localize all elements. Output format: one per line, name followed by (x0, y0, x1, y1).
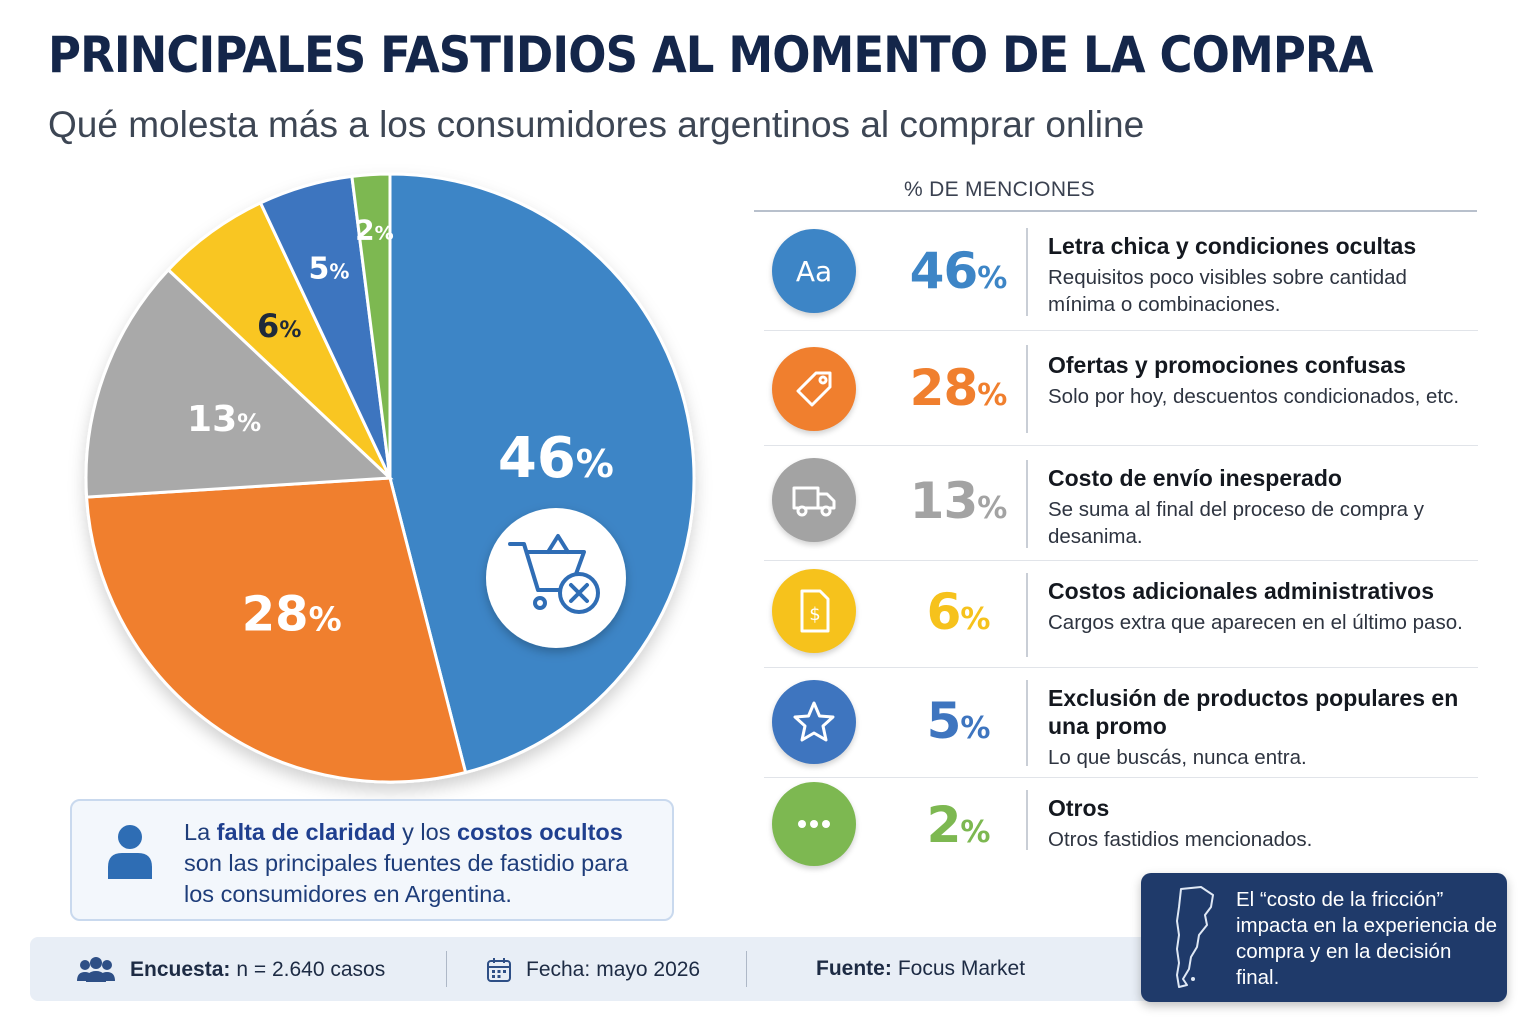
percent-value: 2% (926, 796, 991, 854)
more-dots-icon (772, 782, 856, 866)
pie-slice (350, 172, 392, 479)
insight-box: La falta de claridad y los costos oculto… (70, 799, 674, 921)
insight-text: La falta de claridad y los costos oculto… (184, 819, 629, 907)
footer-bar: Encuesta: n = 2.640 casos Fecha: mayo 2026… (30, 937, 1206, 1001)
list-item: 2% Otros Otros fastidios mencionados. (764, 778, 1478, 870)
percent-value: 28% (909, 359, 1008, 417)
friction-note: El “costo de la fricción” impacta en la … (1141, 873, 1507, 1002)
calendar-icon (487, 958, 511, 982)
item-description: Requisitos poco visibles sobre cantidad … (1048, 266, 1407, 316)
pie-slice-label: 46% (498, 426, 614, 491)
item-description: Solo por hoy, descuentos condicionados, … (1048, 385, 1460, 408)
header-divider (754, 210, 1477, 212)
list-item: Aa 46% Letra chica y condiciones ocultas… (764, 218, 1478, 331)
pie-slice (85, 476, 468, 784)
item-title: Otros (1048, 795, 1110, 821)
list-item: $ 6% Costos adicionales administrativos … (764, 561, 1478, 668)
list-item: 28% Ofertas y promociones confusas Solo … (764, 331, 1478, 446)
footer-date: Fecha: mayo 2026 (486, 957, 700, 983)
item-description: Se suma al final del proceso de compra y… (1048, 498, 1425, 548)
price-tag-icon (772, 347, 856, 431)
note-text: El “costo de la fricción” impacta en la … (1236, 888, 1497, 989)
text-aa-icon: Aa (772, 229, 856, 313)
footer-survey: Encuesta: n = 2.640 casos (76, 957, 385, 983)
pie-chart-svg: 46% 28% 13% 6%5%2% (84, 172, 696, 784)
footer-source: Fuente: Focus Market (816, 957, 1026, 980)
pie-slice-label: 28% (242, 587, 342, 643)
cart-remove-icon (486, 508, 626, 648)
pie-slice-label: 13% (187, 399, 261, 440)
delivery-truck-icon (772, 458, 856, 542)
percent-value: 46% (909, 242, 1008, 300)
pie-chart: 46% 28% 13% 6% 5% 2% (70, 160, 720, 810)
item-title: Exclusión de productos populares en una … (1048, 685, 1459, 739)
pie-slice-label: 6% (257, 307, 301, 345)
pie-slice-label: 5% (308, 252, 349, 287)
svg-text:Aa: Aa (796, 255, 832, 288)
item-description: Otros fastidios mencionados. (1048, 828, 1313, 851)
page-title: PRINCIPALES FASTIDIOS AL MOMENTO DE LA C… (48, 26, 1374, 84)
people-group-icon (77, 957, 115, 982)
percent-value: 6% (926, 583, 991, 641)
invoice-dollar-icon: $ (772, 569, 856, 653)
percent-value: 13% (909, 472, 1008, 530)
column-header: % DE MENCIONES (904, 178, 1095, 201)
item-title: Ofertas y promociones confusas (1048, 352, 1406, 378)
item-title: Costo de envío inesperado (1048, 465, 1342, 491)
item-description: Cargos extra que aparecen en el último p… (1048, 611, 1463, 634)
item-title: Letra chica y condiciones ocultas (1048, 233, 1417, 259)
svg-text:$: $ (809, 604, 820, 625)
item-title: Costos adicionales administrativos (1048, 578, 1435, 604)
list-item: 5% Exclusión de productos populares en u… (764, 668, 1478, 778)
page-subtitle: Qué molesta más a los consumidores argen… (48, 104, 1145, 145)
percent-value: 5% (926, 692, 991, 750)
pie-slice (84, 267, 394, 499)
pie-slice-label: 2% (355, 213, 394, 246)
person-icon (108, 825, 152, 879)
list-item: 13% Costo de envío inesperado Se suma al… (764, 446, 1478, 561)
star-icon (772, 680, 856, 764)
pie-slice (388, 172, 696, 775)
item-description: Lo que buscás, nunca entra. (1048, 746, 1307, 769)
argentina-map-icon (1176, 886, 1214, 988)
